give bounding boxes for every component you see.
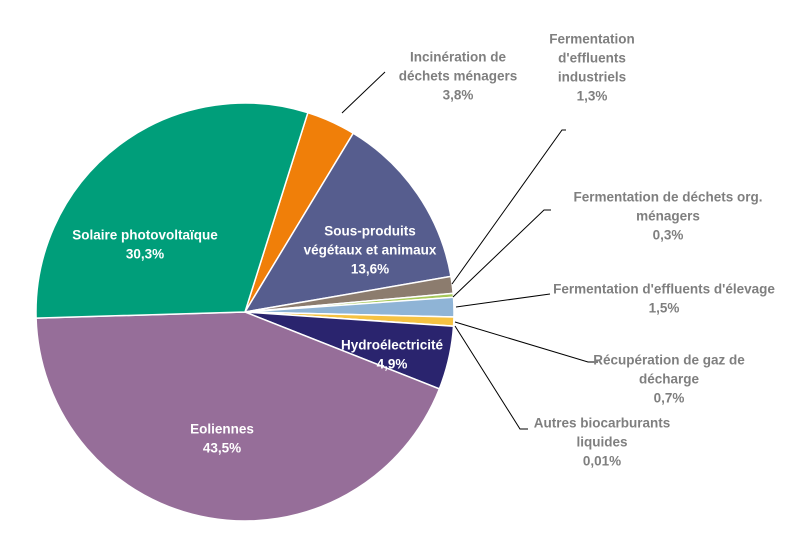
slice-label-fermentation-industriels: industriels xyxy=(558,70,626,85)
slice-label-autres-biocarburants: Autres biocarburants xyxy=(534,416,671,431)
pie-slices xyxy=(35,102,455,522)
slice-label-hydro: Hydroélectricité xyxy=(341,338,444,353)
slice-label-recuperation-gaz: décharge xyxy=(639,372,700,387)
pie-slice-sous-produits xyxy=(243,132,452,314)
leader-lines xyxy=(341,71,598,430)
slice-label-sous-produits: Sous-produits xyxy=(324,224,416,239)
leader-line-incineration xyxy=(341,71,386,114)
slice-value-fermentation-elevage: 1,5% xyxy=(649,301,680,316)
slice-label-eoliennes: Eoliennes xyxy=(190,422,254,437)
leader-line-fermentation-industriels xyxy=(451,129,566,285)
slice-value-sous-produits: 13,6% xyxy=(351,262,389,277)
slice-value-hydro: 4,9% xyxy=(377,357,408,372)
slice-value-solaire: 30,3% xyxy=(126,247,164,262)
slice-label-incineration: déchets ménagers xyxy=(399,69,518,84)
slice-label-autres-biocarburants: liquides xyxy=(576,435,627,450)
slice-value-fermentation-industriels: 1,3% xyxy=(577,89,608,104)
leader-line-autres-biocarburants xyxy=(454,325,528,430)
slice-label-solaire: Solaire photovoltaïque xyxy=(72,228,218,243)
slice-label-sous-produits: végétaux et animaux xyxy=(304,243,437,258)
pie-slice-eoliennes xyxy=(35,311,441,522)
slice-value-recuperation-gaz: 0,7% xyxy=(654,391,685,406)
slice-label-fermentation-industriels: Fermentation xyxy=(549,32,635,47)
pie-slice-solaire xyxy=(35,102,309,319)
slice-label-incineration: Incinération de xyxy=(410,50,507,65)
leader-line-fermentation-menagers xyxy=(452,209,551,298)
slice-labels: Incinération de déchets ménagers 3,8% Sous-… xyxy=(72,32,775,469)
slice-value-fermentation-menagers: 0,3% xyxy=(653,228,684,243)
slice-label-recuperation-gaz: Récupération de gaz de xyxy=(593,353,745,368)
slice-label-fermentation-menagers: ménagers xyxy=(636,209,700,224)
leader-line-recuperation-gaz xyxy=(454,321,598,363)
slice-value-incineration: 3,8% xyxy=(443,88,474,103)
slice-label-fermentation-menagers: Fermentation de déchets org. xyxy=(573,190,762,205)
slice-label-fermentation-industriels: d'effluents xyxy=(558,51,626,66)
slice-value-eoliennes: 43,5% xyxy=(203,441,241,456)
leader-line-fermentation-elevage xyxy=(455,293,551,308)
slice-value-autres-biocarburants: 0,01% xyxy=(583,454,621,469)
slice-label-fermentation-elevage: Fermentation d'effluents d'élevage xyxy=(553,282,775,297)
